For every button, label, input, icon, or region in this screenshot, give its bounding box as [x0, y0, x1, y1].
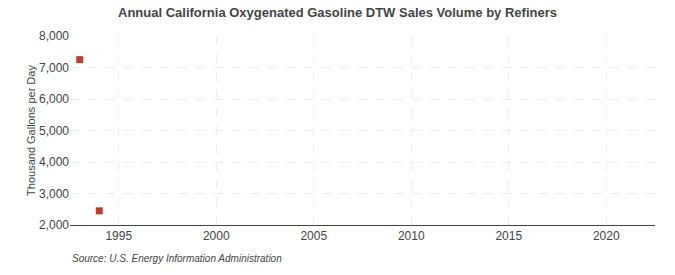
svg-text:2000: 2000 — [203, 229, 230, 243]
svg-text:2005: 2005 — [300, 229, 327, 243]
svg-text:Source: U.S. Energy Informatio: Source: U.S. Energy Information Administ… — [72, 253, 282, 264]
svg-text:1995: 1995 — [105, 229, 132, 243]
svg-text:4,000: 4,000 — [39, 155, 69, 169]
svg-text:6,000: 6,000 — [39, 92, 69, 106]
svg-text:2020: 2020 — [593, 229, 620, 243]
svg-text:8,000: 8,000 — [39, 29, 69, 43]
svg-text:2010: 2010 — [398, 229, 425, 243]
svg-text:Thousand Gallons per Day: Thousand Gallons per Day — [25, 65, 37, 196]
svg-text:2,000: 2,000 — [39, 218, 69, 232]
svg-text:7,000: 7,000 — [39, 61, 69, 75]
svg-text:2015: 2015 — [495, 229, 522, 243]
svg-text:5,000: 5,000 — [39, 124, 69, 138]
svg-text:Annual California Oxygenated G: Annual California Oxygenated Gasoline DT… — [118, 5, 557, 20]
svg-text:3,000: 3,000 — [39, 187, 69, 201]
